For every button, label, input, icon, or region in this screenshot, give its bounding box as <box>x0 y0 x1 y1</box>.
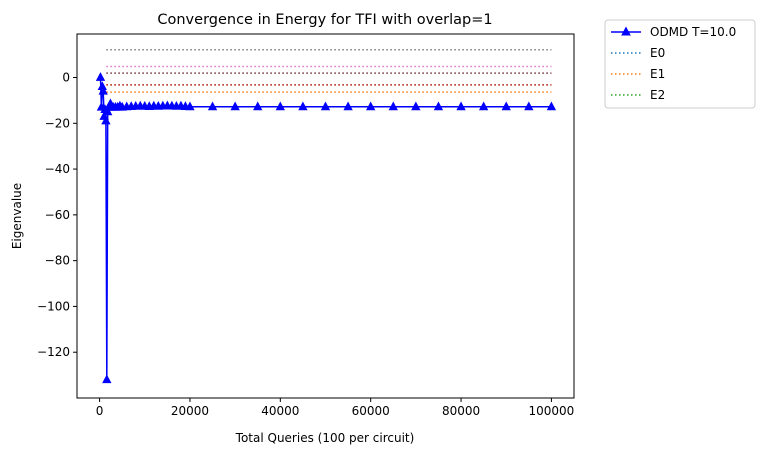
y-tick-label: 0 <box>62 70 70 84</box>
legend-label: E1 <box>650 67 665 81</box>
data-point <box>185 101 195 111</box>
data-point <box>207 101 218 111</box>
x-axis-label: Total Queries (100 per circuit) <box>235 431 415 445</box>
legend-label: ODMD T=10.0 <box>650 25 736 39</box>
x-tick-label: 0 <box>96 404 104 418</box>
data-point <box>253 101 263 111</box>
legend-box <box>604 19 756 109</box>
data-point <box>275 101 285 111</box>
data-point <box>478 101 489 111</box>
y-tick-label: −40 <box>45 162 70 176</box>
data-point <box>320 101 331 111</box>
x-tick-label: 100000 <box>529 404 575 418</box>
data-point <box>366 101 376 111</box>
data-point <box>101 115 111 125</box>
data-point <box>95 72 106 81</box>
y-axis: 0 −20 −40 −60 −80 −100 −120 <box>37 70 77 359</box>
y-tick-label: −120 <box>37 345 70 359</box>
data-point <box>501 101 511 111</box>
data-point <box>546 101 557 111</box>
y-tick-label: −100 <box>37 299 70 313</box>
data-point <box>102 374 112 384</box>
data-point <box>343 101 353 111</box>
plot-frame <box>76 33 575 399</box>
chart-title: Convergence in Energy for TFI with overl… <box>157 12 492 28</box>
data-point <box>298 101 308 111</box>
y-tick-label: −60 <box>45 208 70 222</box>
data-point <box>98 85 108 95</box>
x-axis: 0 20000 40000 60000 80000 100000 <box>96 398 575 418</box>
x-tick-label: 40000 <box>261 404 299 418</box>
legend-label: E2 <box>650 88 665 102</box>
x-tick-label: 20000 <box>171 404 209 418</box>
legend: ODMD T=10.0 E0 E1 E2 <box>604 19 756 109</box>
series-layer <box>95 72 557 384</box>
y-tick-label: −20 <box>45 116 70 130</box>
data-point <box>388 101 398 111</box>
data-point <box>456 101 466 111</box>
y-tick-label: −80 <box>45 254 70 268</box>
legend-swatch-marker <box>621 26 631 36</box>
data-point <box>433 101 444 111</box>
x-tick-label: 80000 <box>442 404 480 418</box>
data-point <box>411 101 421 111</box>
legend-label: E0 <box>650 46 665 60</box>
y-axis-label: Eigenvalue <box>10 183 24 249</box>
data-point <box>230 101 240 111</box>
data-point <box>103 106 113 116</box>
plot-area <box>77 34 574 398</box>
x-tick-label: 60000 <box>352 404 390 418</box>
data-point <box>524 101 534 111</box>
